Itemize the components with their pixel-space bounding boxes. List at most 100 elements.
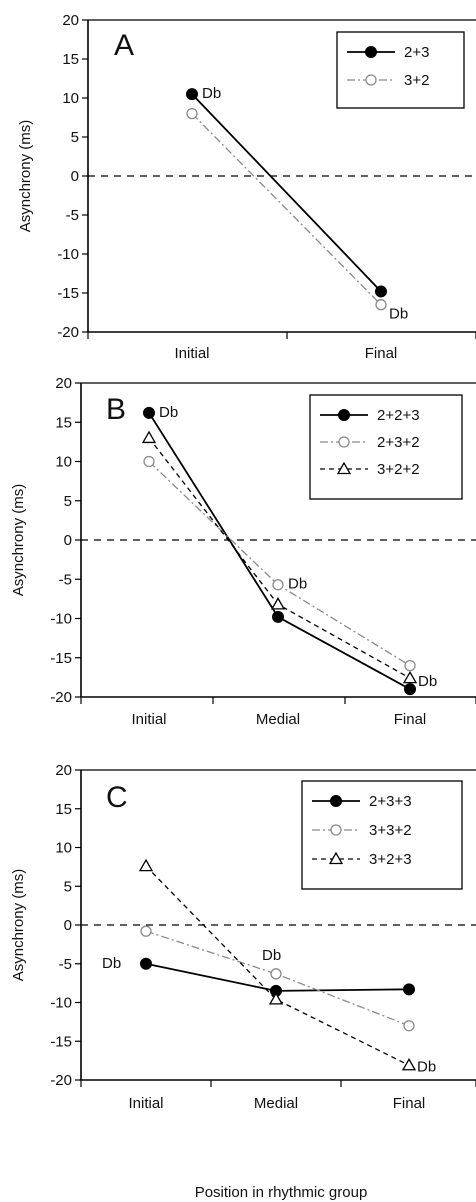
x-tick-label: Initial [131,711,166,728]
series-line-3 [145,865,410,1066]
legend-label: 2+3 [404,44,429,61]
y-tick-label: 10 [62,90,79,107]
legend-marker [328,851,344,865]
x-tick-label: Medial [254,1095,298,1112]
data-point-series-1 [143,406,155,419]
panel-letter: A [114,29,134,62]
point-annotation: Db [418,673,437,690]
y-tick-label: -5 [59,571,72,588]
y-axis-label: Asynchrony (ms) [10,484,27,597]
x-tick-label: Final [394,711,427,728]
y-tick-label: -5 [66,207,79,224]
y-tick-label: 0 [64,917,72,934]
y-tick-label: 0 [64,532,72,549]
y-axis-label: Asynchrony (ms) [10,869,27,982]
legend-marker [330,824,342,836]
y-tick-label: 15 [55,801,72,818]
legend-label: 3+3+2 [369,822,412,839]
point-annotation: Db [202,85,221,102]
x-tick-label: Final [365,345,398,362]
panel-c: 20 15 10 5 0 -5 -10 -15 -20 Asynchrony (ms) Initia… [10,762,476,1112]
data-point-series-3 [138,858,154,872]
y-tick-label: -10 [50,995,72,1012]
y-tick-label: -5 [59,956,72,973]
data-point-series-2 [404,659,416,672]
y-tick-label: -20 [50,1072,72,1089]
legend-box [301,780,463,890]
y-tick-label: -20 [57,324,79,341]
legend-label: 3+2 [404,72,429,89]
point-annotation: Db [159,404,178,421]
y-tick-label: 5 [64,493,72,510]
panel-letter: B [106,393,126,426]
y-tick-label: 10 [55,454,72,471]
panel-b: 20 15 10 5 0 -5 -10 -15 -20 Asynchrony (ms) Initia… [10,375,476,728]
x-tick-label: Final [393,1095,426,1112]
series-line-2 [145,930,410,1027]
legend-label: 2+3+2 [377,434,420,451]
legend: 2+3 3+2 [336,31,465,109]
data-point-series-1 [403,983,415,996]
data-point-series-3 [402,670,418,684]
legend-marker [336,461,352,475]
y-tick-label: -15 [57,285,79,302]
legend-label: 3+2+3 [369,851,412,868]
data-point-series-2 [272,579,284,591]
data-point-series-2 [403,1020,415,1032]
legend-box [336,31,465,109]
legend-marker [338,409,350,421]
y-tick-label: 15 [62,51,79,68]
point-annotation: Db [417,1058,436,1075]
data-point-series-3 [270,597,286,610]
y-tick-label: 20 [55,762,72,779]
data-point-series-2 [143,455,155,468]
y-tick-label: 10 [55,840,72,857]
data-point-series-3 [401,1057,417,1071]
data-point-series-3 [268,992,284,1005]
x-tick-label: Medial [256,711,300,728]
y-tick-label: -15 [50,650,72,667]
y-tick-label: 15 [55,414,72,431]
point-annotation: Db [389,306,408,323]
y-axis-label: Asynchrony (ms) [17,120,34,233]
data-point-series-3 [141,430,157,444]
legend-marker [365,46,377,58]
panel-a: 20 15 10 5 0 -5 -10 -15 -20 Asynchrony (ms) Initia… [17,12,476,362]
x-tick-label: Initial [174,345,209,362]
data-point-series-1 [375,285,387,298]
legend: 2+2+3 2+3+2 3+2+2 [309,394,463,500]
data-point-series-2 [186,107,198,120]
y-tick-label: 20 [55,375,72,392]
y-tick-label: 20 [62,12,79,29]
y-tick-label: -10 [50,611,72,628]
data-point-series-2 [140,925,152,937]
legend-marker [338,436,350,448]
legend-label: 2+2+3 [377,407,420,424]
legend-label: 2+3+3 [369,793,412,810]
data-point-series-1 [272,610,284,623]
series-line-1 [191,93,382,293]
data-point-series-1 [186,88,198,101]
y-tick-label: 5 [71,129,79,146]
series-line-2 [191,113,382,306]
legend-label: 3+2+2 [377,461,420,478]
legend-marker [330,795,342,807]
legend-box [309,394,463,500]
y-tick-label: -20 [50,689,72,706]
x-axis-label: Position in rhythmic group [195,1184,368,1201]
y-tick-label: -10 [57,246,79,263]
point-annotation: Db [102,955,121,972]
y-tick-label: 0 [71,168,79,185]
y-tick-label: 5 [64,878,72,895]
data-point-series-2 [270,968,282,980]
point-annotation: Db [288,576,307,593]
y-tick-label: -15 [50,1033,72,1050]
x-tick-label: Initial [128,1095,163,1112]
data-point-series-1 [140,957,152,970]
legend: 2+3+3 3+3+2 3+2+3 [301,780,463,890]
legend-marker [365,74,377,86]
point-annotation: Db [262,947,281,964]
data-point-series-2 [375,299,387,311]
data-point-series-1 [404,683,416,696]
